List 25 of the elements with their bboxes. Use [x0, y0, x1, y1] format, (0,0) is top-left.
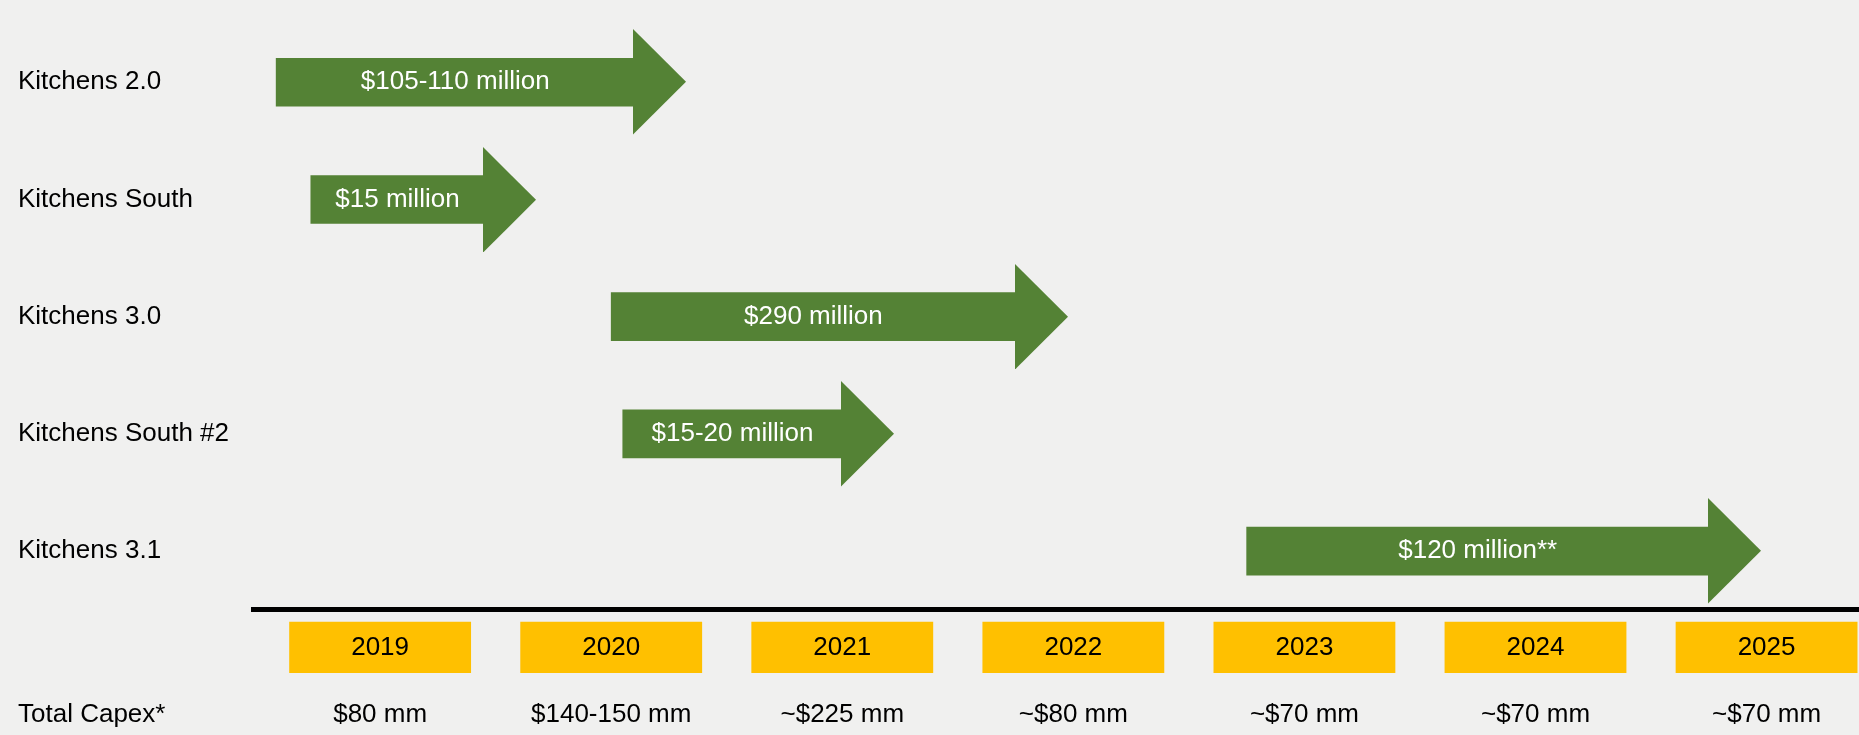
text: ~$225 mm: [780, 698, 905, 729]
x-tick-label: 2020: [582, 630, 641, 661]
x-tick-label: 2024: [1506, 630, 1565, 661]
x-tick-label: 2021: [813, 630, 872, 661]
x-tick-label: 2025: [1737, 630, 1796, 661]
x-tick-label: 2022: [1044, 630, 1103, 661]
text: ~$70 mm: [1712, 698, 1822, 729]
y-tick-label: Kitchens South: [18, 182, 193, 213]
x-tick-label: 2019: [351, 630, 410, 661]
text: ~$80 mm: [1018, 698, 1128, 729]
text: $80 mm: [333, 698, 428, 729]
text: ~$70 mm: [1480, 698, 1591, 729]
y-tick-label: Kitchens 2.0: [18, 65, 162, 96]
text: ~$70 mm: [1249, 698, 1359, 729]
annotation: $15 million: [335, 182, 460, 213]
text: $140-150 mm: [530, 698, 692, 729]
annotation: $15-20 million: [651, 417, 814, 448]
annotation: $290 million: [744, 299, 883, 330]
text: Total Capex*: [18, 698, 166, 729]
y-tick-label: Kitchens 3.1: [18, 534, 162, 565]
annotation: $105-110 million: [360, 65, 550, 96]
x-tick-label: 2023: [1275, 630, 1334, 661]
y-tick-label: Kitchens South #2: [18, 417, 230, 448]
annotation: $120 million**: [1398, 534, 1558, 565]
y-tick-label: Kitchens 3.0: [18, 299, 162, 330]
